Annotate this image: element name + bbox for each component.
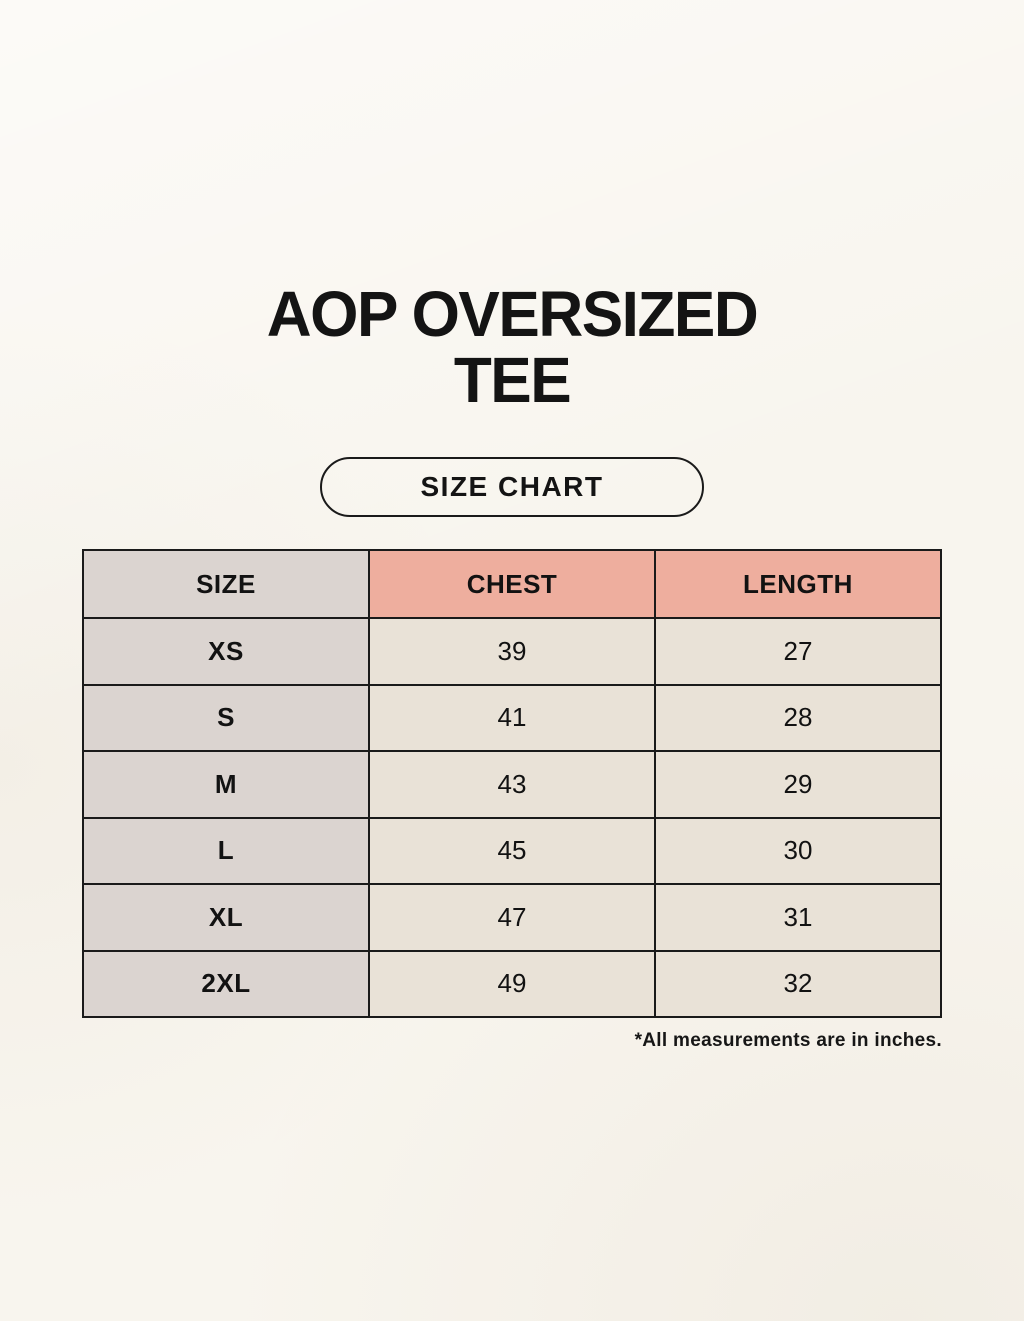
- table-row: XS 39 27: [82, 617, 942, 686]
- length-value: 27: [654, 617, 942, 686]
- chest-value: 47: [368, 883, 656, 952]
- length-value: 32: [654, 949, 942, 1018]
- badge-container: SIZE CHART: [0, 457, 1024, 517]
- size-label-l: L: [82, 816, 370, 885]
- length-value: 29: [654, 750, 942, 819]
- size-chart-table: SIZE CHEST LENGTH XS 39 27 S 41 28 M: [82, 549, 942, 1018]
- measurements-footnote: *All measurements are in inches.: [634, 1030, 942, 1051]
- page-title-line-2: TEE: [453, 344, 572, 416]
- length-value: 31: [654, 883, 942, 952]
- column-header-length: LENGTH: [654, 549, 942, 619]
- size-label-xs: XS: [82, 617, 370, 686]
- size-label-2xl: 2XL: [82, 949, 370, 1018]
- length-value: 30: [654, 816, 942, 885]
- size-chart-badge-label: SIZE CHART: [420, 471, 604, 502]
- page-title: AOP OVERSIZED TEE: [0, 281, 1024, 413]
- chest-value: 49: [368, 949, 656, 1018]
- page-title-line-1: AOP OVERSIZED: [266, 278, 759, 350]
- size-label-xl: XL: [82, 883, 370, 952]
- chest-value: 45: [368, 816, 656, 885]
- column-header-size: SIZE: [82, 549, 370, 619]
- size-label-s: S: [82, 683, 370, 752]
- chest-value: 41: [368, 683, 656, 752]
- length-value: 28: [654, 683, 942, 752]
- table-header-row: SIZE CHEST LENGTH: [82, 549, 942, 619]
- table-row: S 41 28: [82, 683, 942, 752]
- size-label-m: M: [82, 750, 370, 819]
- chest-value: 39: [368, 617, 656, 686]
- table-row: L 45 30: [82, 816, 942, 885]
- column-header-chest: CHEST: [368, 549, 656, 619]
- table-row: XL 47 31: [82, 883, 942, 952]
- chest-value: 43: [368, 750, 656, 819]
- table-row: M 43 29: [82, 750, 942, 819]
- size-chart-table-container: SIZE CHEST LENGTH XS 39 27 S 41 28 M: [82, 549, 942, 1052]
- size-chart-badge: SIZE CHART: [320, 457, 704, 517]
- table-row: 2XL 49 32: [82, 949, 942, 1018]
